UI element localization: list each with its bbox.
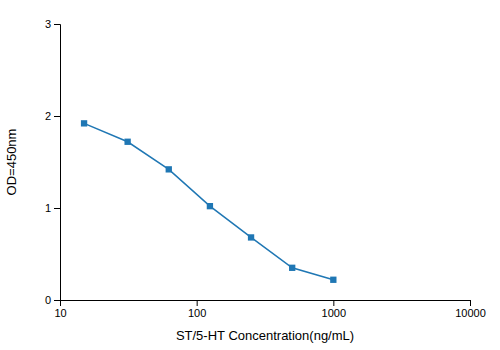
x-axis-line <box>61 301 471 307</box>
x-tick-label: 1000 <box>322 307 346 319</box>
x-tick-label: 10000 <box>455 307 486 319</box>
plot: 10 100 1000 10000 0 1 2 3 <box>45 18 486 319</box>
x-axis-title: ST/5-HT Concentration(ng/mL) <box>176 328 354 343</box>
y-tick-label: 3 <box>45 18 51 30</box>
y-tick-label: 0 <box>45 294 51 306</box>
x-tick-label: 100 <box>188 307 206 319</box>
marks <box>81 120 337 283</box>
y-tick-mark <box>54 208 60 209</box>
y-tick-mark <box>54 24 60 25</box>
y-tick-mark <box>54 116 60 117</box>
y-tick-label: 1 <box>45 202 51 214</box>
marker <box>207 203 213 209</box>
y-tick-mark <box>54 300 60 301</box>
x-tick: 10 <box>54 300 66 319</box>
y-tick: 3 <box>45 18 60 30</box>
marker <box>330 277 336 283</box>
x-tick-mark <box>333 300 334 306</box>
y-tick: 1 <box>45 202 60 214</box>
marker <box>248 234 254 240</box>
marker <box>81 120 87 126</box>
y-axis-line <box>54 25 61 301</box>
y-tick: 0 <box>45 294 60 306</box>
x-axis: 10 100 1000 10000 <box>54 300 485 319</box>
line <box>84 123 333 279</box>
y-tick-label: 2 <box>45 110 51 122</box>
chart: 10 100 1000 10000 0 1 2 3 ST/5-HT Concentration(… <box>0 0 500 350</box>
y-tick: 2 <box>45 110 60 122</box>
y-axis: 0 1 2 3 <box>45 18 61 306</box>
x-tick-label: 10 <box>54 307 66 319</box>
x-tick: 10000 <box>455 300 486 319</box>
x-tick-mark <box>197 300 198 306</box>
x-tick-mark <box>470 300 471 306</box>
marker <box>289 265 295 271</box>
x-tick: 1000 <box>322 300 346 319</box>
y-axis-title: OD=450nm <box>4 129 19 196</box>
marker <box>124 139 130 145</box>
x-tick: 100 <box>188 300 206 319</box>
marker <box>166 166 172 172</box>
